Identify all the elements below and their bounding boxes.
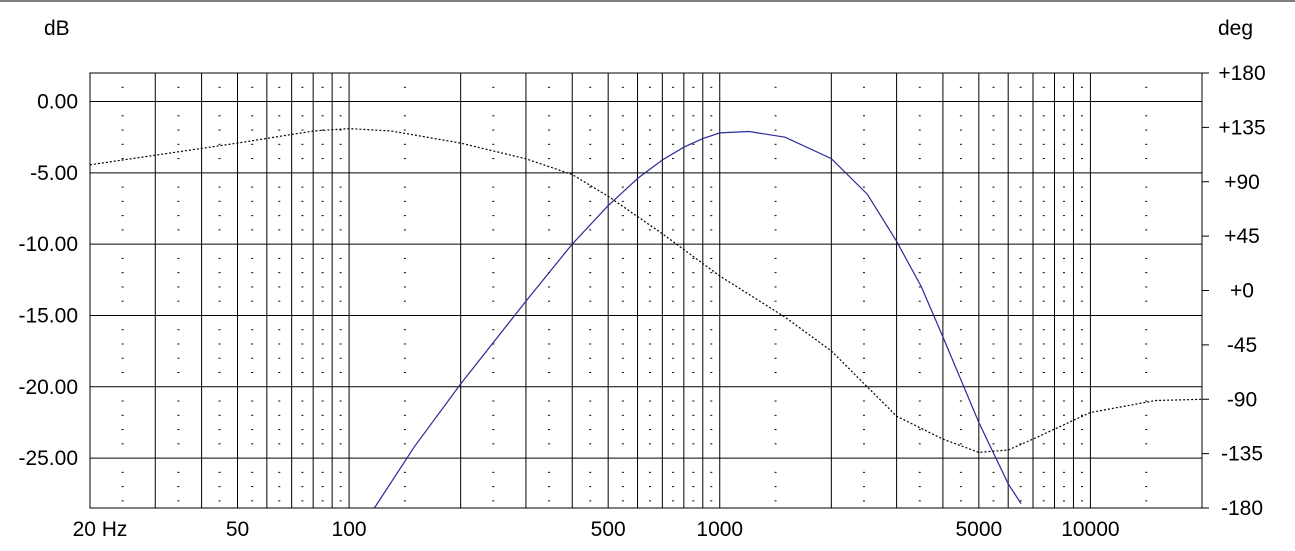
y-right-tick-label: +135	[1218, 116, 1265, 139]
y-left-tick-label: -25.00	[18, 447, 78, 470]
y-right-tick-label: -45	[1227, 334, 1257, 357]
series-layer	[89, 127, 1203, 509]
y-axis-right-label: deg	[1218, 17, 1253, 40]
x-tick-label: 20 Hz	[73, 518, 128, 541]
y-left-tick-label: -10.00	[18, 233, 78, 256]
grid	[89, 73, 1203, 508]
y-left-tick-label: -15.00	[18, 304, 78, 327]
plot-frame	[89, 72, 1203, 509]
y-right-tick-label: -180	[1221, 497, 1263, 520]
x-tick-label: 50	[226, 518, 249, 541]
phase-series-line	[89, 127, 1203, 454]
y-right-tick-label: +90	[1224, 171, 1260, 194]
y-right-tick-labels: +180 +135 +90 +45 +0 -45 -90 -135 -180	[1202, 62, 1266, 520]
y-left-tick-label: -5.00	[30, 162, 78, 185]
y-left-tick-label: -20.00	[18, 376, 78, 399]
y-left-tick-labels: 0.00 -5.00 -10.00 -15.00 -20.00 -25.00	[18, 91, 78, 471]
magnitude-series-line	[373, 130, 1022, 509]
y-left-tick-label: 0.00	[37, 91, 78, 114]
x-tick-label: 1000	[696, 518, 743, 541]
y-right-tick-label: +180	[1218, 62, 1265, 85]
y-axis-left-label: dB	[44, 17, 70, 40]
y-right-tick-label: -90	[1227, 388, 1257, 411]
y-right-tick-label: +0	[1230, 280, 1254, 303]
x-tick-label: 500	[591, 518, 626, 541]
x-tick-label: 5000	[955, 518, 1002, 541]
x-tick-label: 100	[332, 518, 367, 541]
x-tick-label: 10000	[1061, 518, 1119, 541]
x-tick-labels: 20 Hz 50 100 500 1000 5000 10000	[73, 518, 1120, 541]
y-right-tick-label: -135	[1221, 443, 1263, 466]
y-right-tick-label: +45	[1224, 225, 1260, 248]
